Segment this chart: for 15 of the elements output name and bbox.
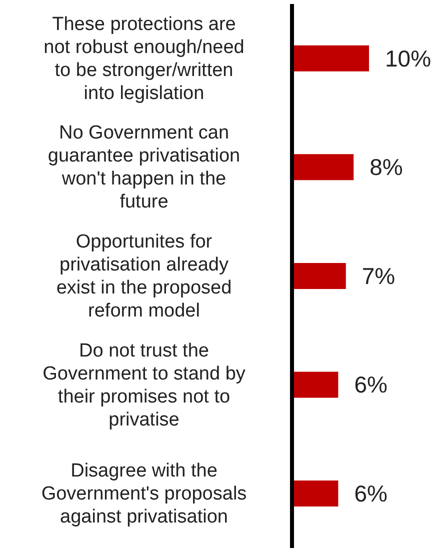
bar: [292, 262, 346, 289]
data-label: 6%: [354, 372, 388, 398]
data-label: 8%: [370, 154, 403, 180]
data-label: 10%: [385, 45, 432, 72]
bar: [292, 480, 338, 507]
bar: [292, 154, 354, 180]
y-tick-label: Opportunites for privatisation already exist in the proposed reform model: [56, 231, 232, 321]
y-tick-label: Do not trust the Government to stand by their promises not to privatise: [42, 340, 246, 430]
bar: [292, 45, 369, 72]
y-tick-label: No Government can guarantee privatisation won't happen in the future: [48, 122, 240, 212]
data-label: 6%: [354, 480, 388, 507]
y-tick-label: Disagree with the Government's proposals against privatisation: [41, 460, 247, 528]
bar: [292, 372, 338, 398]
data-label: 7%: [362, 262, 396, 289]
y-tick-label: These protections are not robust enough/need to be stronger/written into legislation: [44, 13, 244, 104]
